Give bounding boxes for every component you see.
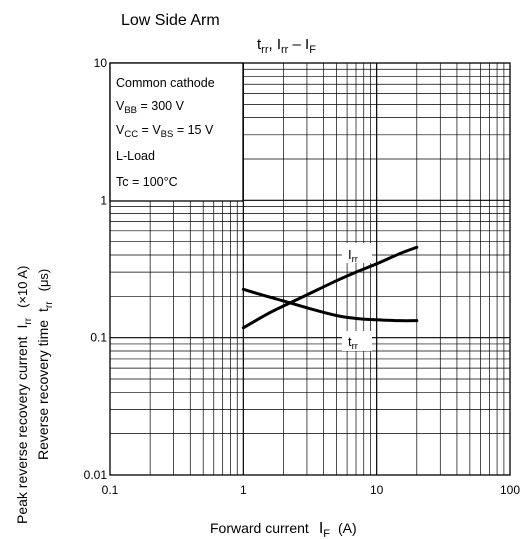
x-tick-label: 10 <box>370 483 384 497</box>
y-tick-label: 0.1 <box>90 331 107 345</box>
y-tick-label: 1 <box>100 193 107 207</box>
condition-vbb: VBB = 300 V <box>116 99 185 116</box>
x-tick-label: 1 <box>240 483 247 497</box>
y-axis-label-current: Peak reverse recovery currentIrr(×10 A) <box>14 266 34 524</box>
series-line-irr <box>241 245 419 330</box>
y-tick-label: 10 <box>94 56 108 70</box>
y-tick-label: 0.01 <box>84 468 108 482</box>
series-label-trr: trr <box>342 331 372 352</box>
chart-title: trr, Irr – IF <box>257 36 316 56</box>
series-label-irr: Irr <box>342 243 372 265</box>
data-series <box>241 245 419 330</box>
plot-grid <box>109 62 511 476</box>
x-axis-label: Forward current IF (A) <box>210 520 357 539</box>
x-tick-label: 100 <box>500 483 520 497</box>
series-label-irr-text: Irr <box>348 247 358 265</box>
series-line-trr <box>241 287 419 323</box>
condition-common-cathode: Common cathode <box>116 76 215 90</box>
condition-temperature: Tc = 100°C <box>116 175 178 189</box>
condition-load: L-Load <box>116 149 155 163</box>
series-label-irr-bg <box>342 243 372 263</box>
conditions-box: Common cathode VBB = 300 V VCC = VBS = 1… <box>109 62 244 202</box>
series-label-trr-text: trr <box>348 334 358 352</box>
plot-frame <box>109 62 511 476</box>
conditions-box-frame <box>109 62 244 202</box>
x-tick-label: 0.1 <box>102 483 119 497</box>
arm-label: Low Side Arm <box>121 12 220 29</box>
series-label-trr-bg <box>342 331 372 351</box>
condition-vcc-vbs: VCC = VBS = 15 V <box>116 123 214 140</box>
y-axis-label-time: Reverse recovery timetrr(μs) <box>35 269 55 460</box>
